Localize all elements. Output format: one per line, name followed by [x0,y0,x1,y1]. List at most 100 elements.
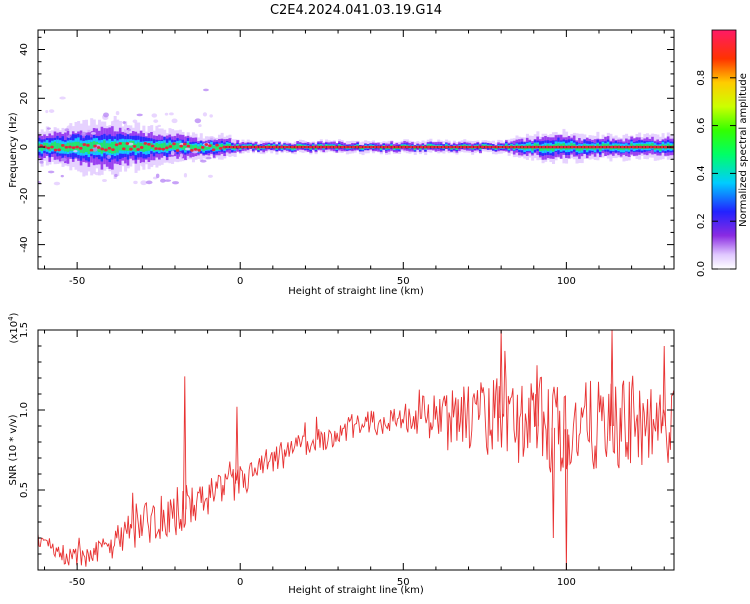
ridge-peak [426,145,431,149]
ridge-peak [136,148,140,151]
y-tick-label: 0 [19,144,30,150]
ridge-peak [423,145,427,149]
heatmap-cell [191,145,195,150]
heatmap-cell [142,143,146,152]
heatmap-noise [123,129,128,133]
ridge-peak [609,145,614,149]
heatmap-cell [147,144,151,151]
heatmap-cell [40,145,44,151]
ridge-peak [78,146,83,150]
ridge-peak [96,146,101,149]
ridge-peak [523,145,528,149]
heatmap-cell [194,144,198,149]
x-tick-label: 50 [397,276,410,287]
heatmap-cell [163,142,167,150]
ridge-peak [559,145,564,149]
ridge-peak [161,147,166,151]
ridge-peak [89,148,94,152]
ridge-peak [566,145,571,149]
snr-spike [564,429,569,570]
ridge-peak [75,145,79,149]
snr-spike [551,427,556,539]
ridge-peak [491,145,496,149]
heatmap-cell [622,146,626,151]
heatmap-noise [122,121,126,124]
heatmap-cell [137,142,141,151]
ridge-peak [642,145,646,149]
ridge-peak [297,145,302,149]
ridge-peak [86,143,90,147]
ridge-peak [251,145,255,149]
spectrogram-frame [37,29,675,270]
heatmap-cell [505,144,509,148]
ridge-peak [172,142,176,146]
heatmap-cell [105,143,109,152]
y-tick-label: 1.5 [19,322,30,338]
x-tick-label: 50 [397,577,410,588]
heatmap-cell [56,143,60,150]
ridge-peak [376,145,381,149]
ridge-peak [595,145,600,149]
ridge-peak [502,145,506,149]
heatmap-noise [47,170,55,174]
heatmap-noise [60,174,64,178]
ridge-peak [581,145,585,149]
ridge-peak [412,145,417,149]
ridge-peak [204,143,209,146]
ridge-peak [448,145,453,149]
heatmap-cell [630,143,634,148]
ridge-peak [638,145,643,149]
ridge-peak [64,145,69,149]
snr-spike [535,365,539,427]
heatmap-noise [171,118,178,124]
snr-multiplier-base: (x10 [9,321,20,344]
heatmap-cell [155,142,159,151]
heatmap-cell [77,141,81,151]
snr-y-label: SNR (10 * v/v) [8,414,19,485]
heatmap-cell [314,147,318,150]
heatmap-cell [82,143,86,154]
ridge-peak [505,145,510,149]
ridge-peak [545,145,549,149]
heatmap-noise [183,172,188,178]
ridge-peak [283,145,288,149]
ridge-peak [208,144,212,148]
ridge-peak [498,145,503,149]
ridge-peak [645,145,650,149]
ridge-peak [168,145,173,148]
ridge-peak [401,145,406,149]
heatmap-cell [228,143,232,148]
heatmap-noise [157,124,162,128]
heatmap-cell [220,144,224,149]
ridge-peak [290,145,295,149]
ridge-peak [466,145,470,149]
chart-title: C2E4.2024.041.03.19.G14 [270,3,442,18]
colorbar-tick-label: 0.2 [696,213,707,229]
ridge-peak [631,145,636,149]
ridge-peak [620,145,625,149]
x-tick-label: -50 [69,276,85,287]
ridge-peak [563,145,567,149]
x-tick-label: 0 [237,577,243,588]
heatmap-cell [317,144,321,147]
ridge-peak [398,145,402,149]
ridge-peak [236,145,241,149]
heatmap-cell [66,142,70,152]
ridge-peak [452,145,456,149]
heatmap-noise [209,136,216,141]
ridge-peak [139,146,144,149]
heatmap-noise [45,109,49,114]
heatmap-noise [103,112,109,118]
ridge-peak [107,146,112,150]
ridge-peak [46,146,51,150]
colorbar-tick-label: 0.0 [696,261,707,277]
heatmap-cell [202,146,206,151]
snr-panel: -50 0 50 100 0.5 1.0 1.5 Height of straight l… [7,312,675,596]
heatmap-noise [60,157,67,162]
heatmap-noise [46,127,51,130]
ridge-peak [462,145,467,149]
y-tick-label: -40 [19,236,30,252]
ridge-peak [53,148,58,152]
heatmap-noise [203,88,209,92]
heatmap-noise [164,179,172,182]
